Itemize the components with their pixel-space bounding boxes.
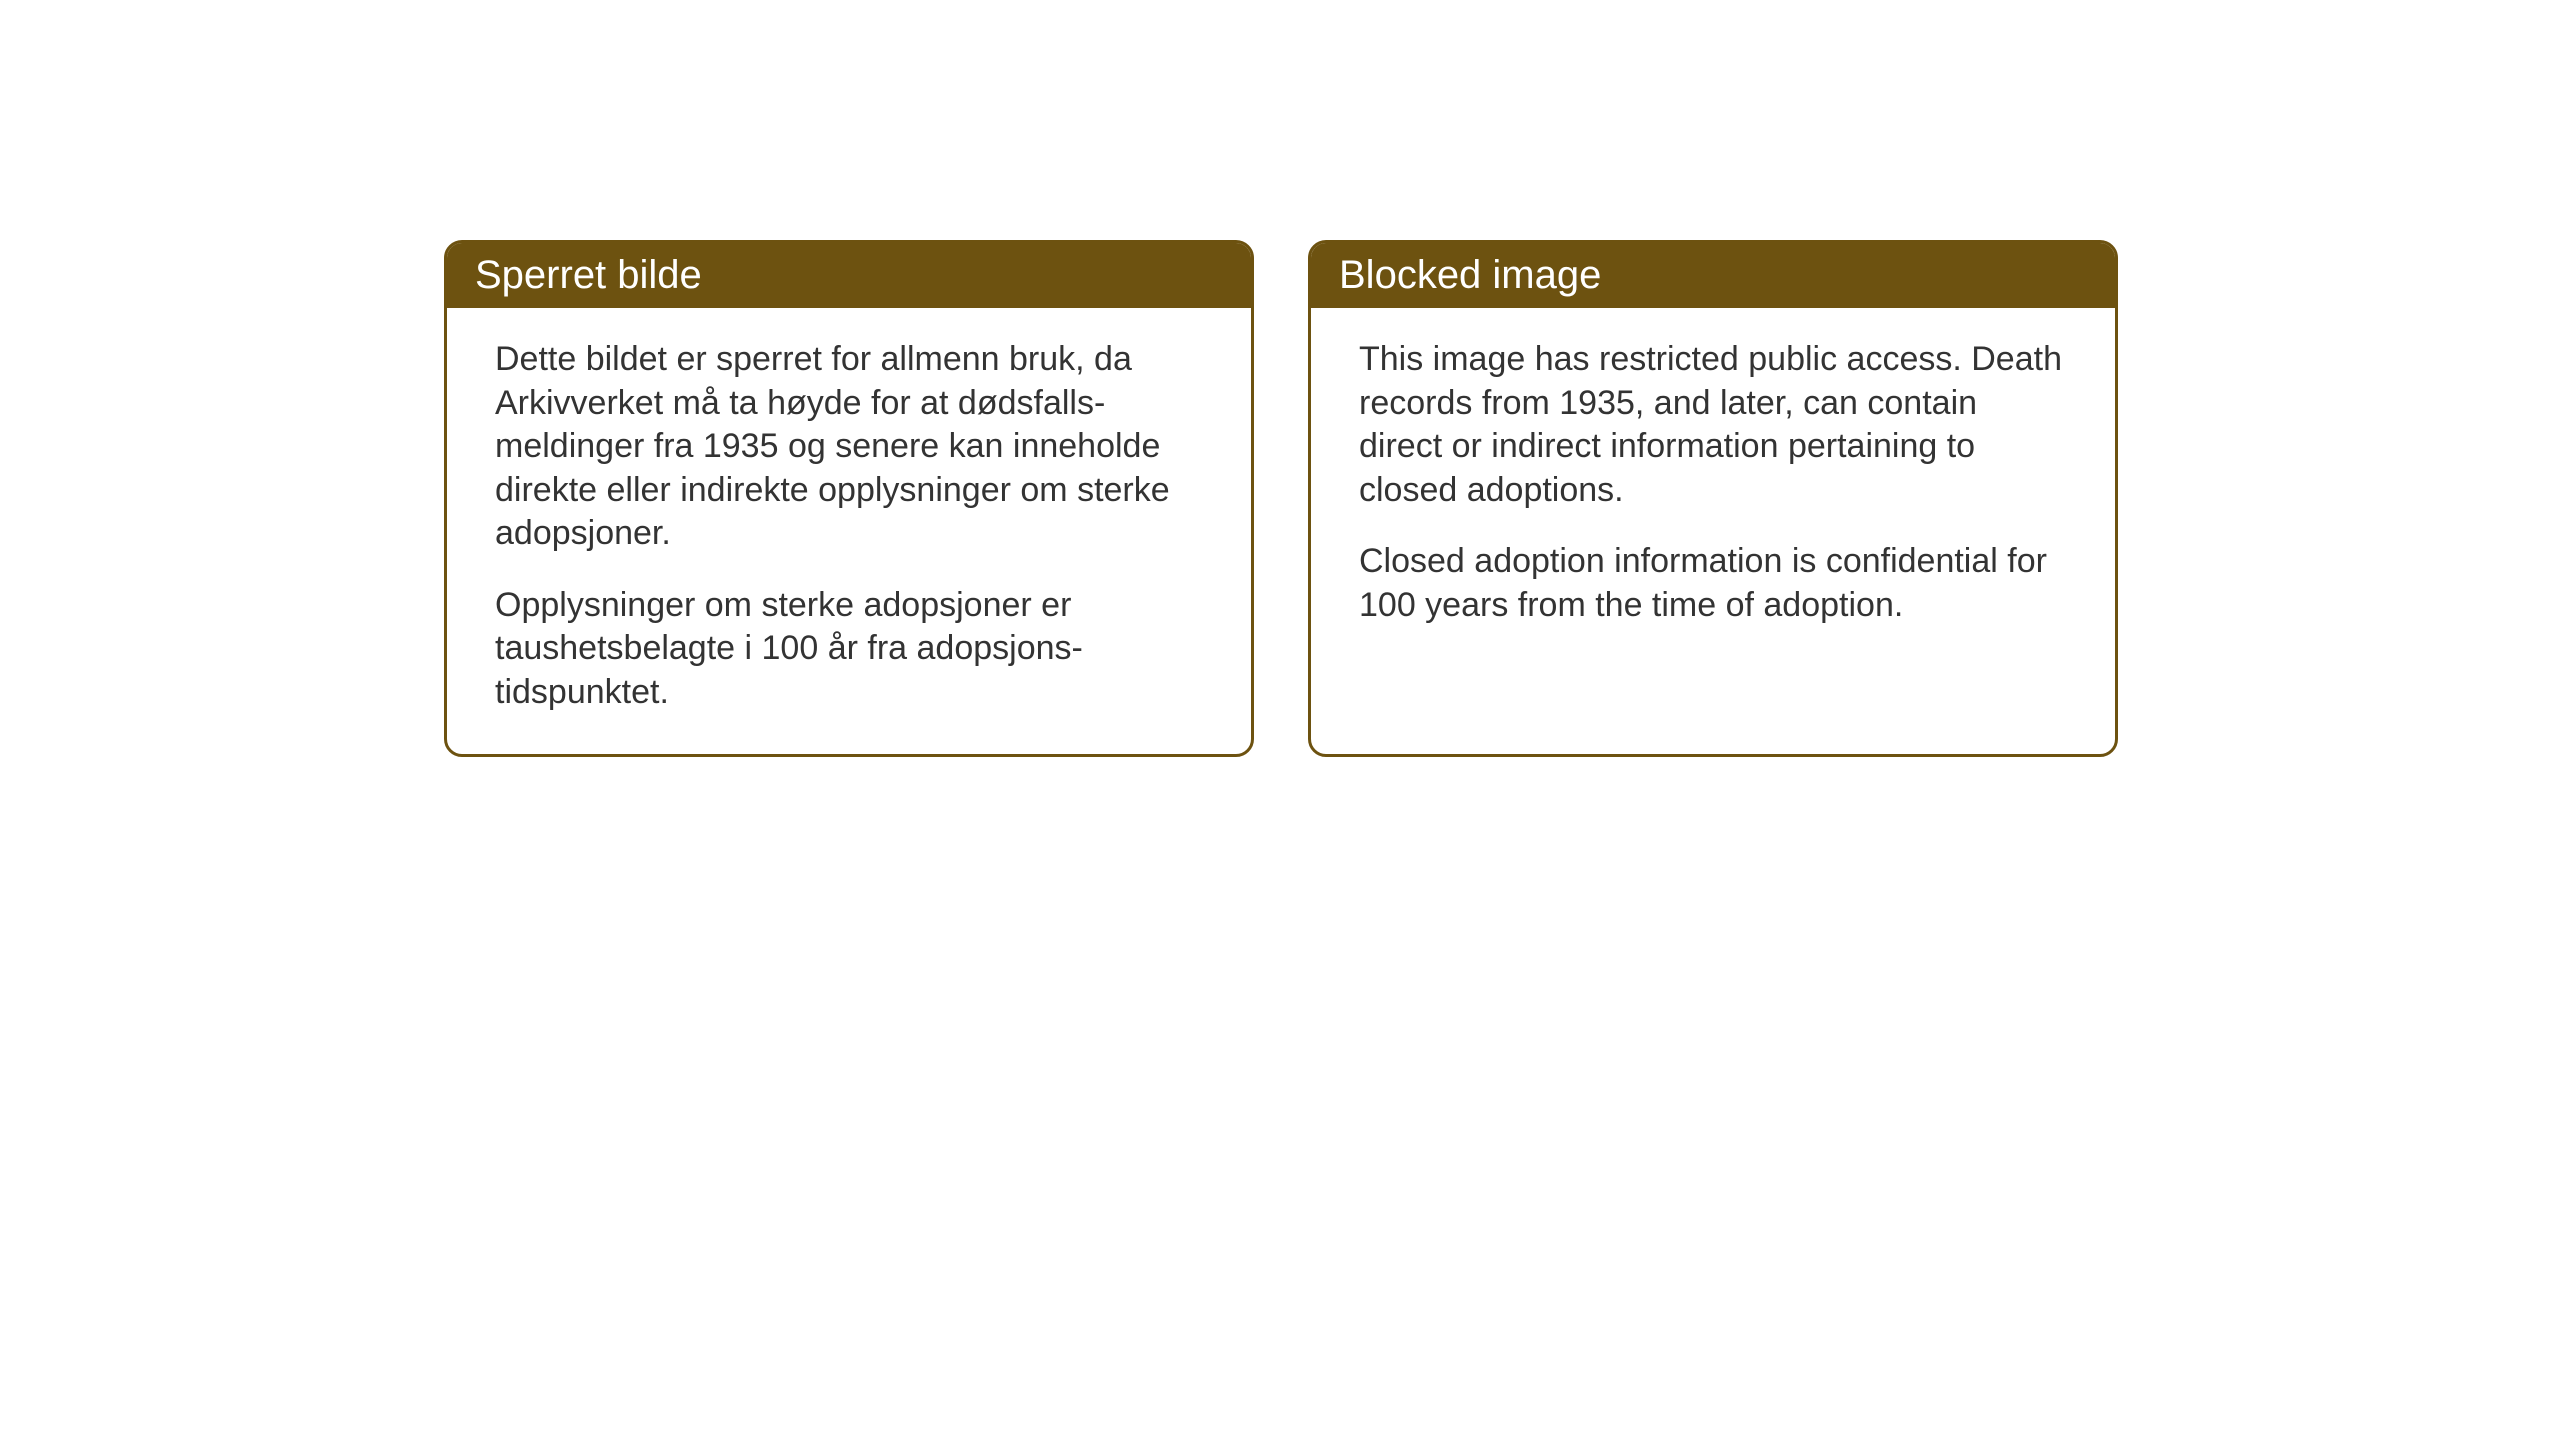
notice-container: Sperret bilde Dette bildet er sperret fo… xyxy=(444,240,2118,757)
english-paragraph-2: Closed adoption information is confident… xyxy=(1359,540,2067,627)
norwegian-card-body: Dette bildet er sperret for allmenn bruk… xyxy=(447,308,1251,754)
norwegian-notice-card: Sperret bilde Dette bildet er sperret fo… xyxy=(444,240,1254,757)
english-card-title: Blocked image xyxy=(1311,243,2115,308)
norwegian-card-title: Sperret bilde xyxy=(447,243,1251,308)
english-card-body: This image has restricted public access.… xyxy=(1311,308,2115,667)
norwegian-paragraph-2: Opplysninger om sterke adopsjoner er tau… xyxy=(495,584,1203,715)
english-notice-card: Blocked image This image has restricted … xyxy=(1308,240,2118,757)
norwegian-paragraph-1: Dette bildet er sperret for allmenn bruk… xyxy=(495,338,1203,556)
english-paragraph-1: This image has restricted public access.… xyxy=(1359,338,2067,512)
